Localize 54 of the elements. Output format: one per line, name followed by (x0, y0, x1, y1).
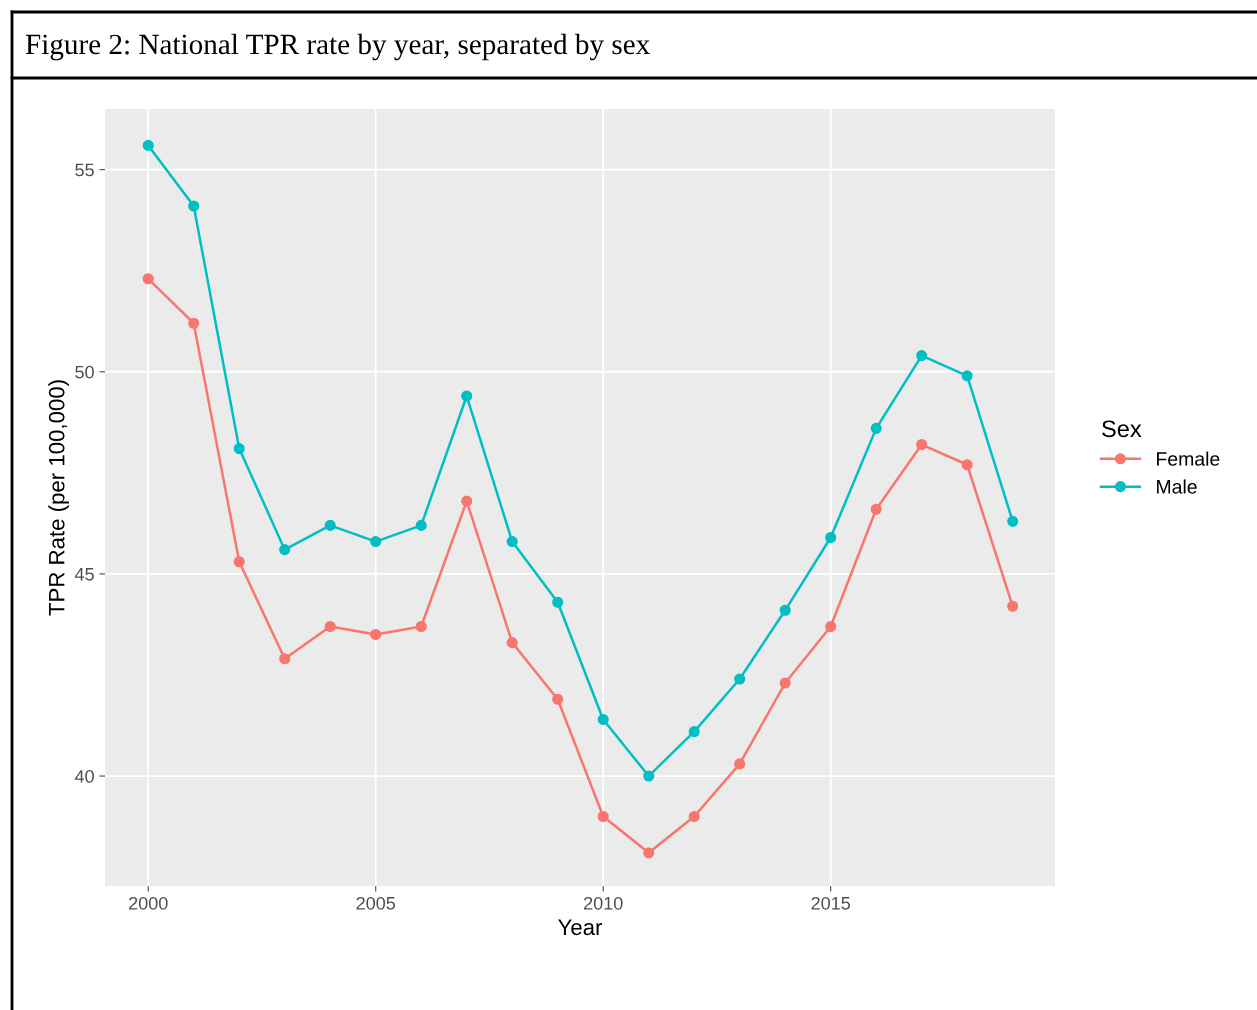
point (597, 713, 609, 725)
point (961, 370, 973, 382)
x-tick-label: 2000 (129, 896, 168, 910)
point (461, 390, 473, 402)
point (188, 200, 200, 212)
point (825, 620, 837, 633)
x-axis-title: Year (558, 919, 603, 936)
point (142, 139, 154, 151)
point (825, 531, 837, 544)
chart-title: Figure 2: National TPR rate by year, separated by sex (25, 33, 650, 61)
point (643, 770, 655, 782)
y-tick-label: 55 (75, 163, 94, 177)
point (552, 596, 564, 608)
legend-label: Male (1157, 479, 1197, 494)
point (734, 758, 746, 770)
point (688, 810, 700, 823)
point (916, 438, 928, 451)
point (506, 637, 518, 649)
y-axis-title: TPR Rate (per 100,000) (48, 380, 69, 616)
y-tick-label: 45 (74, 568, 94, 581)
point (1007, 600, 1019, 612)
point (233, 556, 245, 568)
point (1007, 515, 1019, 527)
point (870, 422, 882, 434)
point (370, 536, 382, 548)
point (188, 317, 200, 329)
point (233, 443, 245, 455)
legend-title: Sex (1102, 420, 1142, 438)
point (415, 620, 427, 633)
y-tick-label: 50 (75, 365, 94, 379)
point (279, 653, 291, 665)
x-tick-label: 2010 (584, 896, 623, 910)
point (552, 693, 564, 705)
point (688, 726, 700, 738)
point (597, 810, 609, 823)
legend-label: Female (1157, 451, 1220, 466)
point (734, 673, 746, 685)
x-tick-label: 2005 (356, 896, 396, 910)
point (506, 536, 518, 548)
point (916, 350, 928, 362)
point (370, 628, 382, 641)
point (415, 519, 427, 531)
point (779, 604, 791, 616)
point (324, 620, 336, 633)
point (870, 503, 882, 515)
point (961, 459, 973, 471)
point (779, 677, 791, 689)
point (279, 544, 291, 556)
x-tick-label: 2015 (811, 896, 851, 910)
point (142, 273, 154, 285)
point (461, 495, 473, 507)
point (643, 847, 655, 859)
point (324, 519, 336, 531)
y-tick-label: 40 (74, 769, 94, 783)
